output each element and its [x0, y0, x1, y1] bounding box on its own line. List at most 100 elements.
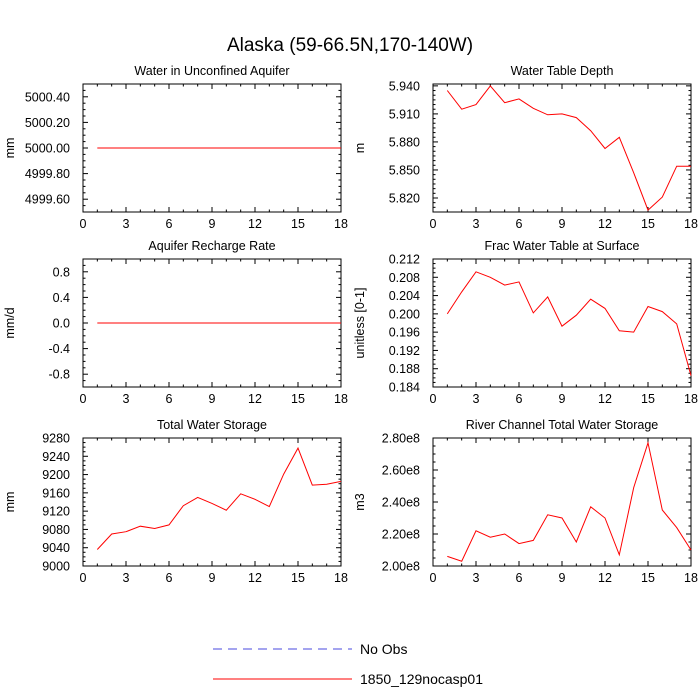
y-tick-label: 5000.40	[25, 90, 70, 104]
y-tick-label: 0.212	[389, 253, 420, 267]
y-tick-label: 9120	[42, 505, 70, 519]
y-tick-label: 0.204	[389, 289, 420, 303]
y-tick-label: 2.40e8	[382, 496, 420, 510]
y-tick-label: 9160	[42, 486, 70, 500]
chart-title: Frac Water Table at Surface	[485, 239, 640, 253]
y-tick-label: -0.4	[48, 342, 70, 356]
x-tick-label: 15	[291, 217, 305, 231]
y-tick-label: 5.850	[389, 163, 420, 177]
chart-panel-6: River Channel Total Water Storage m3 0 3 6 9 1…	[353, 418, 698, 585]
chart-title: Water in Unconfined Aquifer	[134, 64, 289, 78]
x-tick-label: 15	[291, 392, 305, 406]
series-line-model	[446, 271, 692, 376]
chart-panel-5: Total Water Storage mm 0 3 6 9 12 15 18 9000 9040 9…	[3, 418, 348, 585]
y-tick-label: 9080	[42, 523, 70, 537]
y-axis-label: m3	[353, 493, 367, 510]
y-tick-label: 5.880	[389, 135, 420, 149]
x-tick-label: 0	[80, 217, 87, 231]
x-tick-label: 0	[430, 571, 437, 585]
x-tick-label: 3	[473, 571, 480, 585]
y-tick-label: 2.80e8	[382, 432, 420, 446]
chart-panel-2: Water Table Depth m 0 3 6 9 12 15 18 5.820 5.850 5.…	[353, 64, 698, 231]
x-tick-label: 3	[123, 571, 130, 585]
y-axis-label: mm	[3, 492, 17, 513]
y-tick-label: 5.910	[389, 107, 420, 121]
legend: No Obs 1850_129nocasp01	[213, 641, 483, 687]
y-tick-label: 0.4	[53, 291, 70, 305]
y-tick-label: -0.8	[48, 368, 70, 382]
x-tick-label: 3	[123, 217, 130, 231]
x-tick-label: 18	[684, 217, 698, 231]
x-tick-label: 9	[209, 217, 216, 231]
x-tick-label: 6	[516, 217, 523, 231]
y-tick-label: 0.0	[53, 317, 70, 331]
x-tick-label: 12	[248, 571, 262, 585]
x-tick-label: 0	[430, 392, 437, 406]
x-tick-label: 18	[684, 392, 698, 406]
chart-title: River Channel Total Water Storage	[466, 418, 659, 432]
legend-label-model: 1850_129nocasp01	[360, 671, 483, 687]
chart-title: Water Table Depth	[511, 64, 614, 78]
y-axis-label: mm/d	[3, 307, 17, 338]
chart-title: Aquifer Recharge Rate	[148, 239, 275, 253]
x-tick-label: 9	[559, 392, 566, 406]
x-tick-label: 12	[248, 217, 262, 231]
x-tick-label: 3	[473, 392, 480, 406]
x-tick-label: 12	[598, 571, 612, 585]
x-tick-label: 15	[641, 571, 655, 585]
x-tick-label: 18	[334, 217, 348, 231]
figure-title: Alaska (59-66.5N,170-140W)	[227, 35, 473, 56]
plot-frame	[82, 437, 342, 567]
x-tick-label: 15	[291, 571, 305, 585]
y-tick-label: 9000	[42, 560, 70, 574]
x-tick-label: 6	[166, 217, 173, 231]
series-line-model	[96, 446, 342, 550]
x-tick-label: 0	[80, 571, 87, 585]
y-tick-label: 0.192	[389, 344, 420, 358]
x-tick-label: 12	[598, 217, 612, 231]
y-axis-label: m	[353, 143, 367, 153]
x-tick-label: 6	[166, 392, 173, 406]
y-tick-label: 5000.00	[25, 142, 70, 156]
y-tick-label: 9240	[42, 450, 70, 464]
x-tick-label: 0	[80, 392, 87, 406]
x-tick-label: 12	[248, 392, 262, 406]
x-tick-label: 3	[123, 392, 130, 406]
y-tick-label: 9280	[42, 432, 70, 446]
y-tick-label: 4999.60	[25, 193, 70, 207]
y-tick-label: 0.200	[389, 307, 420, 321]
x-tick-label: 18	[334, 571, 348, 585]
y-tick-label: 4999.80	[25, 167, 70, 181]
y-tick-label: 9040	[42, 541, 70, 555]
x-tick-label: 9	[559, 571, 566, 585]
y-tick-label: 2.20e8	[382, 528, 420, 542]
plot-frame	[432, 437, 692, 567]
x-tick-label: 6	[516, 571, 523, 585]
x-tick-label: 15	[641, 217, 655, 231]
legend-label-no-obs: No Obs	[360, 641, 407, 657]
x-tick-label: 18	[684, 571, 698, 585]
x-tick-label: 9	[209, 571, 216, 585]
series-line-model	[446, 85, 691, 211]
x-tick-label: 18	[334, 392, 348, 406]
x-tick-label: 9	[559, 217, 566, 231]
chart-panel-4: Frac Water Table at Surface unitless [0-1…	[353, 239, 698, 406]
chart-panel-3: Aquifer Recharge Rate mm/d 0 3 6 9 12 15 18 -0.8 -…	[3, 239, 348, 406]
y-tick-label: 0.184	[389, 381, 420, 395]
x-tick-label: 0	[430, 217, 437, 231]
x-tick-label: 6	[166, 571, 173, 585]
y-tick-label: 9200	[42, 468, 70, 482]
y-axis-label: unitless [0-1]	[353, 288, 367, 359]
y-tick-label: 2.00e8	[382, 560, 420, 574]
x-tick-label: 6	[516, 392, 523, 406]
chart-title: Total Water Storage	[157, 418, 267, 432]
y-tick-label: 5000.20	[25, 116, 70, 130]
chart-panel-1: Water in Unconfined Aquifer mm 0 3 6 9 12 15 18 4…	[3, 64, 348, 231]
y-tick-label: 0.196	[389, 326, 420, 340]
y-tick-label: 5.940	[389, 79, 420, 93]
y-tick-label: 0.208	[389, 271, 420, 285]
x-tick-label: 12	[598, 392, 612, 406]
y-axis-label: mm	[3, 138, 17, 159]
chart-panels: Water in Unconfined Aquifer mm 0 3 6 9 12 15 18 4…	[3, 64, 698, 585]
